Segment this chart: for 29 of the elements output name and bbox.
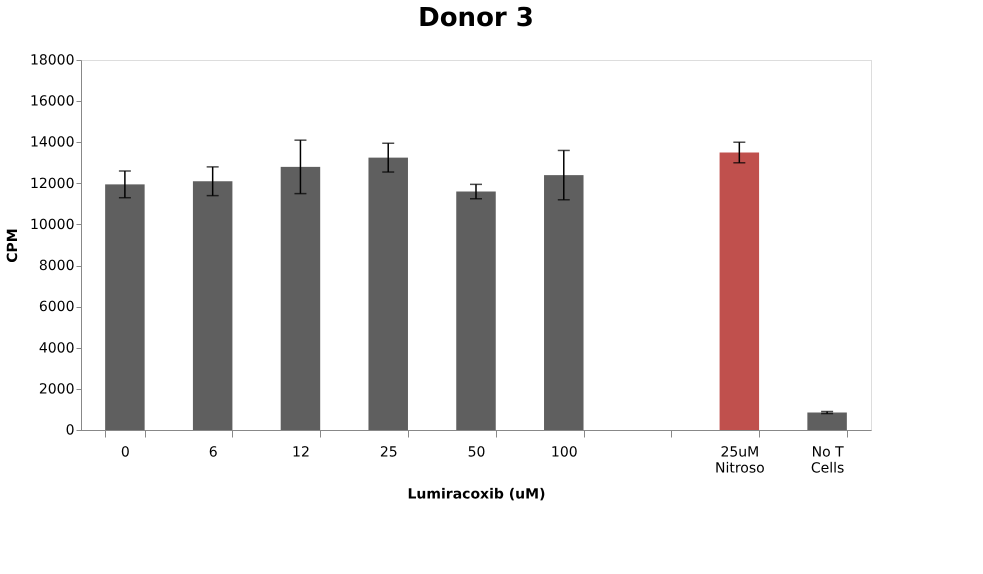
x-tick-label: 25uM Nitroso: [714, 444, 765, 476]
x-axis-title: Lumiracoxib (uM): [408, 486, 546, 502]
bar: [544, 175, 584, 430]
y-tick-label: 6000: [38, 299, 74, 316]
y-tick-label: 10000: [30, 216, 74, 233]
x-tick-label: 12: [292, 444, 310, 460]
x-tick-label: No T Cells: [810, 444, 844, 476]
y-tick-label: 14000: [30, 134, 74, 151]
bar: [807, 412, 847, 430]
y-axis-title: CPM: [4, 228, 21, 263]
x-tick-label: 25: [380, 444, 398, 460]
bar: [280, 166, 320, 430]
x-tick-label: 0: [120, 444, 130, 460]
y-tick-label: 4000: [38, 340, 74, 356]
y-tick-label: 16000: [30, 94, 74, 110]
bar: [105, 184, 145, 430]
bar: [720, 152, 760, 430]
x-tick-label: 100: [550, 444, 578, 460]
x-tick-label: 6: [208, 444, 218, 460]
x-tick-label: 50: [468, 444, 486, 460]
y-tick-label: 8000: [38, 258, 74, 274]
y-tick-label: 18000: [30, 52, 74, 68]
bar: [192, 181, 232, 430]
bar: [456, 192, 496, 430]
y-tick-label: 2000: [38, 381, 74, 398]
y-tick-label: 12000: [30, 176, 74, 192]
bar: [368, 158, 408, 430]
y-tick-label: 0: [66, 422, 74, 438]
chart-title: Donor 3: [418, 3, 534, 33]
